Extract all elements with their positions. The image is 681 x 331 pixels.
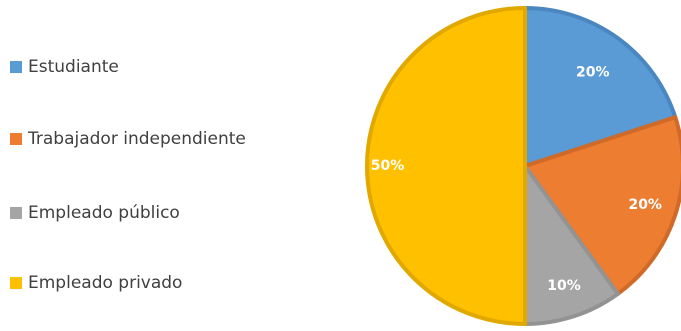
pie-slice-empleado-publico [523,164,620,326]
legend-label-empleado-publico: Empleado público [28,203,180,223]
pie-slice-trabajador-independiente [523,115,681,296]
legend-label-estudiante: Estudiante [28,57,119,77]
legend-swatch-trabajador-independiente [10,133,22,145]
data-label-empleado-privado: 50% [371,158,405,174]
chart-legend: Estudiante Trabajador independiente Empl… [0,0,340,331]
data-label-estudiante: 20% [576,65,610,81]
pie-slice-estudiante [523,6,678,168]
legend-swatch-empleado-privado [10,277,22,289]
legend-swatch-empleado-publico [10,207,22,219]
data-label-empleado-publico: 10% [547,278,581,294]
legend-swatch-estudiante [10,61,22,73]
legend-item-empleado-privado: Empleado privado [10,273,182,293]
legend-item-empleado-publico: Empleado público [10,203,180,223]
legend-item-trabajador-independiente: Trabajador independiente [10,129,246,149]
pie-slice-empleado-privado [365,6,527,326]
data-label-trabajador-independiente: 20% [628,197,662,213]
legend-item-estudiante: Estudiante [10,57,119,77]
legend-label-trabajador-independiente: Trabajador independiente [28,129,246,149]
legend-label-empleado-privado: Empleado privado [28,273,183,293]
